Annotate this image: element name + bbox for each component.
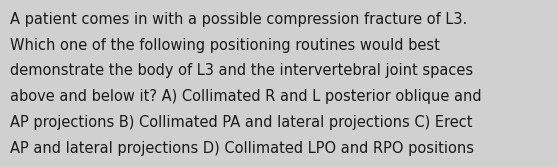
Text: Which one of the following positioning routines would best: Which one of the following positioning r… [10,38,440,53]
Text: above and below it? A) Collimated R and L posterior oblique and: above and below it? A) Collimated R and … [10,89,482,104]
Text: A patient comes in with a possible compression fracture of L3.: A patient comes in with a possible compr… [10,12,467,27]
Text: demonstrate the body of L3 and the intervertebral joint spaces: demonstrate the body of L3 and the inter… [10,63,473,78]
Text: AP projections B) Collimated PA and lateral projections C) Erect: AP projections B) Collimated PA and late… [10,115,473,130]
Text: AP and lateral projections D) Collimated LPO and RPO positions: AP and lateral projections D) Collimated… [10,141,474,156]
